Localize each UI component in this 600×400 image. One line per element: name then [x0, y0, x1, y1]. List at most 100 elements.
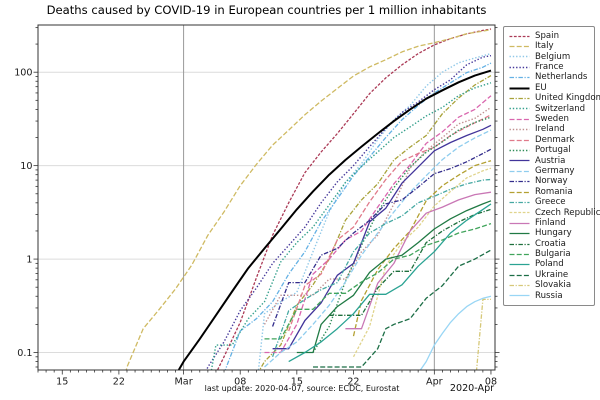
- series-line-norway: [271, 148, 492, 327]
- legend-line-slovakia: [509, 284, 530, 287]
- legend-item-ireland: Ireland: [509, 125, 592, 135]
- legend-line-spain: [509, 35, 530, 37]
- series-line-sweden: [264, 95, 492, 354]
- legend-item-czech-republic: Czech Republic: [509, 208, 600, 218]
- legend-item-ukraine: Ukraine: [509, 270, 592, 280]
- legend-item-eu: EU: [509, 83, 592, 93]
- series-line-ukraine: [313, 249, 492, 368]
- series-line-united-kingdom: [258, 75, 492, 370]
- legend-label-hungary: Hungary: [535, 228, 572, 239]
- series-line-portugal: [312, 116, 492, 353]
- series-line-bulgaria: [264, 222, 492, 340]
- legend-line-belgium: [509, 56, 530, 58]
- legend-item-finland: Finland: [509, 218, 592, 228]
- legend-item-united-kingdom: United Kingdom: [509, 93, 600, 103]
- legend-line-czech-republic: [509, 212, 530, 214]
- series-line-czech-republic: [352, 167, 492, 358]
- legend-label-united-kingdom: United Kingdom: [535, 93, 600, 104]
- legend-item-hungary: Hungary: [509, 228, 592, 238]
- x-tick-label: 15: [56, 377, 68, 388]
- series-line-greece: [271, 178, 492, 358]
- legend-item-italy: Italy: [509, 41, 592, 51]
- legend-line-austria: [509, 160, 530, 162]
- legend-line-russia: [509, 295, 530, 297]
- x-tick-label: 08: [234, 377, 246, 388]
- series-line-poland: [288, 203, 492, 363]
- legend-label-germany: Germany: [535, 165, 575, 176]
- legend-label-ireland: Ireland: [535, 124, 565, 135]
- legend-item-austria: Austria: [509, 156, 592, 166]
- series-line-spain: [216, 28, 492, 370]
- legend-item-slovakia: Slovakia: [509, 280, 592, 290]
- legend-item-sweden: Sweden: [509, 114, 592, 124]
- legend-label-portugal: Portugal: [535, 145, 571, 156]
- legend-line-poland: [509, 264, 530, 266]
- y-tick-label: 100: [14, 68, 32, 79]
- legend-label-poland: Poland: [535, 259, 564, 270]
- legend-label-romania: Romania: [535, 186, 573, 197]
- x-tick-label: 22: [347, 377, 359, 388]
- legend-line-portugal: [509, 149, 530, 152]
- series-line-romania: [352, 160, 492, 337]
- legend-label-bulgaria: Bulgaria: [535, 249, 571, 260]
- legend-label-croatia: Croatia: [535, 238, 566, 249]
- legend-label-ukraine: Ukraine: [535, 269, 569, 280]
- legend-label-sweden: Sweden: [535, 114, 569, 125]
- legend-line-united-kingdom: [509, 97, 530, 100]
- x-axis-month-label: 2020-Apr: [449, 382, 495, 394]
- series-line-switzerland: [210, 82, 492, 370]
- series-line-slovakia: [475, 298, 491, 370]
- series-line-denmark: [288, 114, 492, 332]
- axes-frame: [37, 24, 496, 371]
- legend-line-bulgaria: [509, 253, 530, 256]
- legend-item-denmark: Denmark: [509, 135, 592, 145]
- x-tick-label: 15: [291, 377, 303, 388]
- y-tick-label: 10: [20, 161, 32, 172]
- legend-line-greece: [509, 201, 530, 204]
- legend-item-croatia: Croatia: [509, 239, 592, 249]
- legend-line-france: [509, 66, 530, 69]
- series-line-belgium: [257, 52, 492, 370]
- y-tick-label: 0.1: [17, 348, 32, 359]
- legend-line-finland: [509, 222, 530, 224]
- x-tick-label: 22: [113, 377, 125, 388]
- legend-line-italy: [509, 45, 530, 48]
- series-line-austria: [272, 124, 492, 350]
- legend-line-ireland: [509, 129, 530, 131]
- legend-label-italy: Italy: [535, 41, 554, 52]
- legend-line-netherlands: [509, 77, 530, 79]
- legend-item-poland: Poland: [509, 260, 592, 270]
- legend-item-portugal: Portugal: [509, 145, 592, 155]
- legend-label-denmark: Denmark: [535, 134, 575, 145]
- legend-label-spain: Spain: [535, 30, 560, 41]
- legend-label-czech-republic: Czech Republic: [535, 207, 600, 218]
- legend-label-norway: Norway: [535, 176, 568, 187]
- series-line-hungary: [296, 200, 492, 354]
- axis-ticks: [33, 27, 500, 375]
- series-line-finland: [345, 191, 492, 330]
- tick-labels: 15 22 Mar 08 15 22 Apr 08 0.1 1 10 100: [14, 68, 497, 388]
- legend-line-romania: [509, 191, 530, 193]
- legend-item-norway: Norway: [509, 176, 592, 186]
- legend-line-hungary: [509, 232, 530, 235]
- legend-item-germany: Germany: [509, 166, 592, 176]
- legend-label-finland: Finland: [535, 217, 566, 228]
- legend-label-switzerland: Switzerland: [535, 103, 586, 114]
- legend-item-switzerland: Switzerland: [509, 104, 592, 114]
- legend-label-greece: Greece: [535, 197, 566, 208]
- legend-label-russia: Russia: [535, 290, 563, 301]
- legend-item-belgium: Belgium: [509, 52, 592, 62]
- legend-item-russia: Russia: [509, 291, 592, 301]
- x-tick-label: Apr: [426, 377, 443, 388]
- series-line-france: [205, 55, 492, 370]
- legend-line-croatia: [509, 243, 530, 245]
- legend-item-romania: Romania: [509, 187, 592, 197]
- legend-line-germany: [509, 170, 530, 172]
- legend-line-eu: [509, 87, 530, 90]
- legend-item-bulgaria: Bulgaria: [509, 249, 592, 259]
- series-line-russia: [419, 295, 492, 370]
- legend-label-austria: Austria: [535, 155, 566, 166]
- legend-item-greece: Greece: [509, 197, 592, 207]
- legend-line-denmark: [509, 139, 530, 141]
